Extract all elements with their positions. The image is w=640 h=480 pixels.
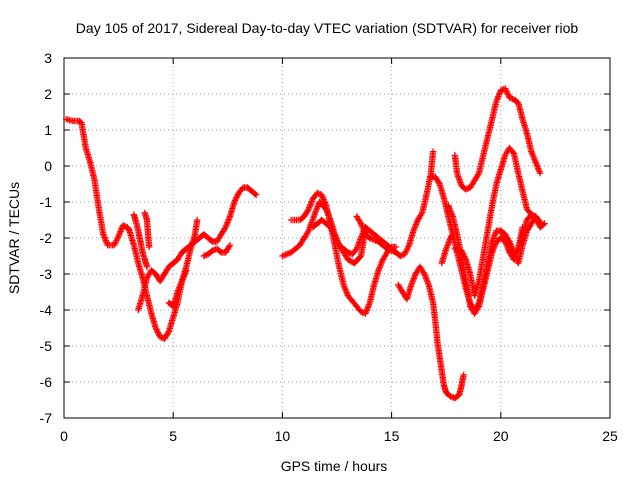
data-mark-layer bbox=[63, 85, 548, 402]
data-series bbox=[353, 213, 400, 256]
x-tick-label: 0 bbox=[60, 428, 68, 444]
data-series bbox=[451, 144, 544, 299]
data-point-markers bbox=[451, 144, 544, 299]
data-series bbox=[427, 173, 548, 314]
data-series bbox=[279, 148, 437, 260]
y-tick-label: 1 bbox=[44, 122, 52, 138]
data-point-markers bbox=[438, 231, 456, 267]
x-tick-label: 15 bbox=[384, 428, 400, 444]
x-tick-label: 25 bbox=[602, 428, 618, 444]
data-series bbox=[438, 231, 456, 267]
y-tick-label: -2 bbox=[40, 230, 53, 246]
data-series bbox=[135, 184, 260, 314]
data-point-markers bbox=[63, 116, 201, 342]
data-point-markers bbox=[135, 184, 260, 314]
data-point-markers bbox=[200, 242, 234, 260]
data-point-markers bbox=[353, 213, 400, 256]
plot-frame bbox=[63, 57, 611, 419]
data-point-markers bbox=[279, 148, 437, 260]
data-series bbox=[451, 85, 544, 193]
y-tick-label: 3 bbox=[44, 50, 52, 66]
y-tick-label: 2 bbox=[44, 86, 52, 102]
data-point-markers bbox=[427, 173, 548, 314]
x-axis-label: GPS time / hours bbox=[281, 458, 388, 474]
y-tick-label: -6 bbox=[40, 374, 53, 390]
y-tick-label: -4 bbox=[40, 302, 53, 318]
y-tick-label: -5 bbox=[40, 338, 53, 354]
data-series bbox=[63, 116, 201, 342]
data-series bbox=[130, 211, 151, 270]
data-point-markers bbox=[497, 211, 544, 260]
x-tick-label: 20 bbox=[493, 428, 509, 444]
x-tick-label: 10 bbox=[275, 428, 291, 444]
data-series bbox=[309, 216, 369, 267]
data-point-markers bbox=[395, 263, 467, 402]
x-tick-label: 5 bbox=[169, 428, 177, 444]
y-tick-label: -7 bbox=[40, 410, 53, 426]
chart-title: Day 105 of 2017, Sidereal Day-to-day VTE… bbox=[76, 20, 579, 36]
data-series bbox=[395, 263, 467, 402]
y-axis-label: SDTVAR / TECUs bbox=[6, 182, 22, 294]
data-point-markers bbox=[309, 216, 369, 267]
data-point-markers bbox=[451, 85, 544, 193]
y-tick-label: 0 bbox=[44, 158, 52, 174]
tick-layer: 0 5 10 15 20 25 -7 -6 -5 -4 -3 -2 -1 0 1 2 3 bbox=[40, 50, 618, 444]
data-point-markers bbox=[130, 211, 151, 270]
y-tick-label: -3 bbox=[40, 266, 53, 282]
data-point-markers bbox=[165, 267, 190, 310]
data-point-markers bbox=[141, 209, 153, 251]
data-series bbox=[141, 209, 153, 251]
data-series bbox=[165, 267, 190, 310]
y-tick-label: -1 bbox=[40, 194, 53, 210]
data-series bbox=[200, 242, 234, 260]
data-series bbox=[497, 211, 544, 260]
